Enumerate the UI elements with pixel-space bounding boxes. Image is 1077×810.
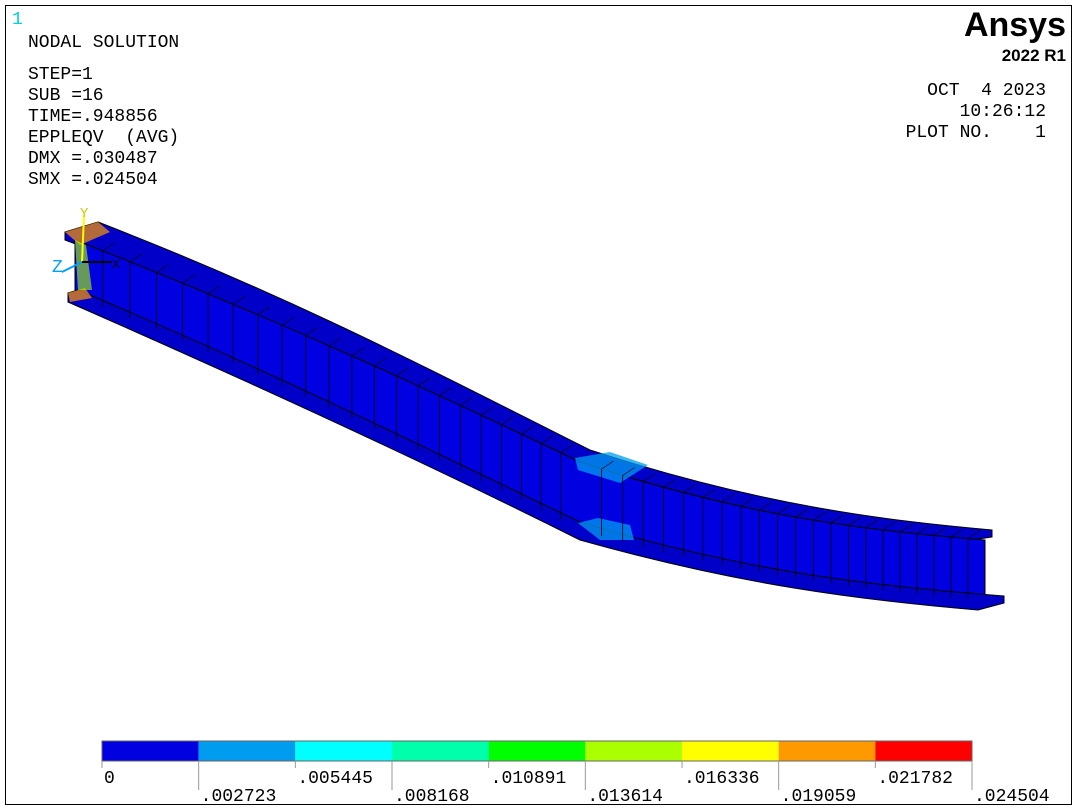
flange-mesh-line <box>281 316 295 326</box>
legend-label: .021782 <box>877 769 953 789</box>
end-zone-top <box>65 222 110 245</box>
info-line: SMX =.024504 <box>28 170 158 190</box>
legend-label: .016336 <box>684 769 760 789</box>
legend-swatch <box>875 741 972 761</box>
legend-label: .008168 <box>394 787 470 807</box>
stamp-plot: PLOT NO. 1 <box>906 123 1046 143</box>
flange-mesh-line <box>601 460 614 470</box>
flange-mesh-line <box>560 444 573 454</box>
flange-mesh-line <box>967 530 981 539</box>
end-zone-web <box>75 240 92 290</box>
flange-mesh-line <box>207 285 221 294</box>
info-line: TIME=.948856 <box>28 107 158 127</box>
flange-mesh-line <box>663 479 676 488</box>
info-line: SUB =16 <box>28 86 104 106</box>
flange-mesh-line <box>182 274 195 284</box>
legend-swatch <box>102 741 199 761</box>
stamp-date: OCT 4 2023 <box>927 81 1046 101</box>
flange-mesh-line <box>521 425 534 435</box>
triad-x: X <box>112 257 120 272</box>
plastic-zone-bottom <box>578 518 634 540</box>
flange-mesh-line <box>501 416 514 425</box>
flange-mesh-line <box>374 357 387 367</box>
flange-mesh-line <box>396 367 409 377</box>
flange-mesh-line <box>305 327 318 336</box>
legend-label: .005445 <box>297 769 373 789</box>
flange-mesh-line <box>899 523 913 533</box>
legend-label: .019059 <box>781 787 857 807</box>
info-line: EPPLEQV (AVG) <box>28 128 179 148</box>
info-line: DMX =.030487 <box>28 149 158 169</box>
legend-swatch <box>198 741 296 761</box>
flange-mesh-line <box>848 517 861 526</box>
legend-label: 0 <box>104 769 115 789</box>
flange-mesh-line <box>328 337 342 346</box>
flange-mesh-line <box>257 306 270 315</box>
flange-mesh-line <box>813 511 826 521</box>
legend: 0 .002723 .005445 .008168 .010891 .013614 .016… <box>101 740 1050 807</box>
triad: Y Z X <box>52 206 120 278</box>
window-number: 1 <box>12 10 23 30</box>
legend-swatch <box>295 741 392 761</box>
triad-z: Z <box>52 258 63 278</box>
bottom-flange <box>67 289 1005 611</box>
flange-mesh-line <box>541 435 554 444</box>
logo-name: Ansys <box>964 6 1066 44</box>
flange-mesh-line <box>156 264 169 273</box>
triad-y-axis <box>81 214 85 263</box>
legend-label: .002723 <box>201 787 277 807</box>
flange-mesh-line <box>795 508 808 518</box>
flange-mesh-line <box>351 347 365 357</box>
plastic-zone-top <box>575 452 648 483</box>
mesh <box>102 242 981 599</box>
flange-mesh-line <box>622 467 635 476</box>
stamp-time: 10:26:12 <box>960 102 1046 122</box>
beam <box>64 221 1005 611</box>
flange-mesh-line <box>102 242 115 252</box>
flange-mesh-line <box>950 528 964 538</box>
legend-label: .024504 <box>974 787 1050 807</box>
flange-mesh-line <box>882 521 896 531</box>
frame <box>5 5 1072 805</box>
flange-mesh-line <box>460 397 473 406</box>
info-title: NODAL SOLUTION <box>28 33 179 53</box>
flange-mesh-line <box>702 489 716 498</box>
flange-mesh-line <box>740 498 754 507</box>
legend-border <box>101 740 973 762</box>
flange-mesh-line <box>233 296 246 305</box>
flange-mesh-line <box>777 505 790 515</box>
flange-mesh-line <box>759 501 772 511</box>
legend-swatch <box>682 741 779 761</box>
legend-swatch <box>585 741 682 761</box>
flange-mesh-line <box>683 484 696 493</box>
legend-swatch <box>488 741 586 761</box>
end-zone-bottom <box>68 288 92 302</box>
flange-mesh-line <box>933 527 947 536</box>
flange-mesh-line <box>129 253 142 262</box>
flange-mesh-line <box>480 406 494 416</box>
triad-z-axis <box>61 261 83 273</box>
flange-mesh-line <box>721 493 735 503</box>
info-line: STEP=1 <box>28 65 93 85</box>
flange-mesh-line <box>865 519 878 529</box>
flange-mesh-line <box>830 514 844 524</box>
logo-version: 2022 R1 <box>1002 46 1066 65</box>
triad-y: Y <box>80 206 89 222</box>
legend-swatch <box>778 741 876 761</box>
flange-mesh-line <box>439 387 452 396</box>
legend-label: .013614 <box>587 787 663 807</box>
legend-label: .010891 <box>491 769 567 789</box>
flange-mesh-line <box>417 377 431 387</box>
flange-mesh-line <box>643 473 656 482</box>
legend-swatch <box>392 741 489 761</box>
flange-mesh-line <box>916 525 930 535</box>
